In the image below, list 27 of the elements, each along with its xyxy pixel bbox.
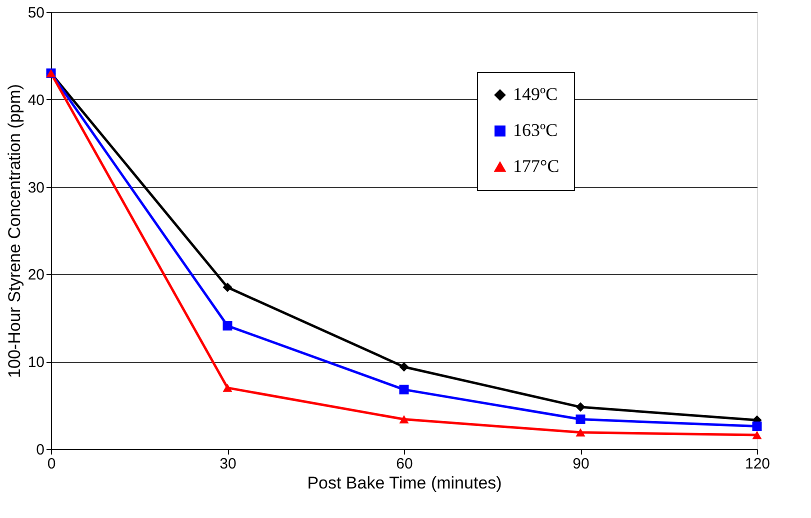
x-tick-label: 60 [396, 456, 413, 472]
legend-label: 149ºC [513, 84, 558, 104]
point [576, 414, 586, 424]
point [752, 430, 762, 440]
y-tick-label: 30 [28, 179, 44, 196]
y-tick-label: 50 [28, 4, 44, 22]
point [752, 422, 762, 432]
point [399, 362, 409, 372]
point [222, 282, 232, 292]
point [399, 415, 409, 424]
y-tick-label: 0 [36, 442, 44, 458]
x-tick-label: 120 [744, 456, 770, 472]
x-tick-label: 90 [572, 456, 590, 472]
legend-label: 177°C [513, 156, 560, 176]
legend-label: 163ºC [513, 120, 558, 140]
point [222, 384, 232, 392]
point [222, 321, 232, 331]
y-axis-title: 100-Hour Styrene Concentration (ppm) [4, 84, 24, 378]
x-tick-label: 30 [220, 456, 236, 472]
point [576, 402, 586, 412]
x-axis-title: Post Bake Time (minutes) [307, 474, 502, 492]
point [399, 384, 409, 394]
point [576, 428, 586, 436]
y-tick-label: 10 [28, 354, 44, 372]
y-tick-label: 40 [28, 92, 44, 109]
y-tick-label: 20 [28, 266, 44, 284]
x-tick-label: 0 [47, 456, 56, 472]
